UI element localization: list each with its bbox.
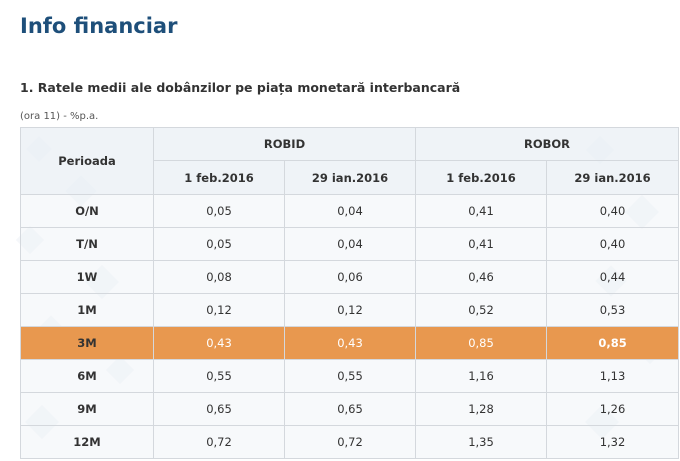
rate-cell: 0,05 <box>153 227 285 261</box>
period-cell: 12M <box>20 425 154 459</box>
header-robid-date-1: 1 feb.2016 <box>153 160 285 195</box>
rate-cell: 0,72 <box>153 425 285 459</box>
header-robor: ROBOR <box>415 127 680 161</box>
rate-cell: 0,65 <box>283 392 417 426</box>
rate-cell: 0,04 <box>283 227 417 261</box>
rate-cell: 0,43 <box>153 326 285 360</box>
units-note: (ora 11) - %p.a. <box>20 111 99 122</box>
table-row: 1W 0,08 0,06 0,46 0,44 <box>20 260 680 294</box>
page-title: Info financiar <box>20 14 178 38</box>
period-cell: 1W <box>20 260 154 294</box>
header-period: Perioada <box>20 127 154 195</box>
rate-cell: 0,55 <box>153 359 285 393</box>
interbank-rates-table: Perioada ROBID ROBOR 1 feb.2016 29 ian.2… <box>20 127 680 459</box>
table-row-highlighted: 3M 0,43 0,43 0,85 0,85 <box>20 326 680 360</box>
rate-cell: 0,08 <box>153 260 285 294</box>
rate-cell: 1,28 <box>415 392 548 426</box>
table-row: T/N 0,05 0,04 0,41 0,40 <box>20 227 680 261</box>
table-row: 6M 0,55 0,55 1,16 1,13 <box>20 359 680 393</box>
period-cell: 6M <box>20 359 154 393</box>
table-row: O/N 0,05 0,04 0,41 0,40 <box>20 194 680 228</box>
header-robor-date-2: 29 ian.2016 <box>546 160 680 195</box>
rate-cell: 1,13 <box>546 359 680 393</box>
rate-cell: 1,32 <box>546 425 680 459</box>
rate-cell: 0,85 <box>415 326 548 360</box>
rate-cell: 0,53 <box>546 293 680 327</box>
rate-cell: 0,44 <box>546 260 680 294</box>
header-robid-date-2: 29 ian.2016 <box>283 160 417 195</box>
rate-cell: 0,06 <box>283 260 417 294</box>
rate-cell: 0,05 <box>153 194 285 228</box>
period-cell: O/N <box>20 194 154 228</box>
rate-cell: 0,72 <box>283 425 417 459</box>
rate-cell: 0,40 <box>546 227 680 261</box>
rate-cell: 0,40 <box>546 194 680 228</box>
rate-cell: 0,55 <box>283 359 417 393</box>
rate-cell: 0,52 <box>415 293 548 327</box>
table-row: 9M 0,65 0,65 1,28 1,26 <box>20 392 680 426</box>
rate-cell: 0,65 <box>153 392 285 426</box>
period-cell: 3M <box>20 326 154 360</box>
rate-cell: 0,41 <box>415 227 548 261</box>
period-cell: 9M <box>20 392 154 426</box>
rate-cell: 0,12 <box>153 293 285 327</box>
table-row: 1M 0,12 0,12 0,52 0,53 <box>20 293 680 327</box>
period-cell: 1M <box>20 293 154 327</box>
rate-cell: 0,12 <box>283 293 417 327</box>
header-robid: ROBID <box>152 127 417 161</box>
table-row: 12M 0,72 0,72 1,35 1,32 <box>20 425 680 459</box>
rate-cell: 0,46 <box>415 260 548 294</box>
section-title: 1. Ratele medii ale dobânzilor pe piața … <box>20 80 461 95</box>
rate-cell: 1,16 <box>415 359 548 393</box>
header-robor-date-1: 1 feb.2016 <box>415 160 548 195</box>
rate-cell: 0,41 <box>415 194 548 228</box>
rate-cell: 0,43 <box>283 326 417 360</box>
rate-cell: 0,85 <box>546 326 680 360</box>
rate-cell: 1,26 <box>546 392 680 426</box>
rate-cell: 1,35 <box>415 425 548 459</box>
rate-cell: 0,04 <box>283 194 417 228</box>
period-cell: T/N <box>20 227 154 261</box>
